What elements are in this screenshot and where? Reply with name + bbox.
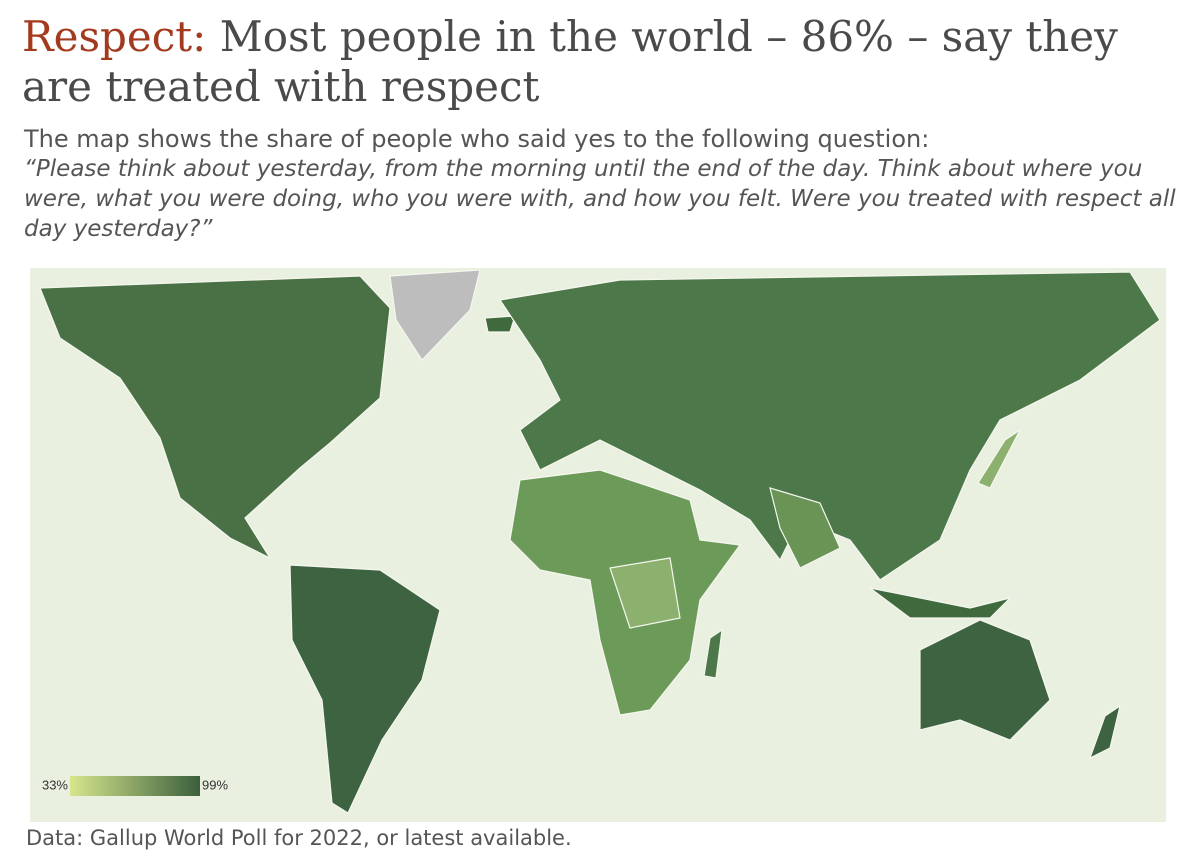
north-america xyxy=(39,275,391,560)
greenland xyxy=(389,269,481,361)
subtitle-text: The map shows the share of people who sa… xyxy=(24,125,930,153)
legend-max-label: 99% xyxy=(202,777,228,792)
new-zealand xyxy=(1088,704,1121,760)
legend-gradient xyxy=(70,776,200,796)
world-map: 33% 99% xyxy=(30,268,1166,822)
legend-min-label: 33% xyxy=(42,777,68,792)
legend: 33% 99% xyxy=(42,776,228,796)
question: “Please think about yesterday, from the … xyxy=(24,156,1176,242)
south-asia xyxy=(769,487,841,569)
australia xyxy=(919,619,1051,741)
japan xyxy=(977,428,1022,489)
source: Data: Gallup World Poll for 2022, or lat… xyxy=(26,826,572,850)
title-text: Most people in the world – 86% – say the… xyxy=(22,12,1118,111)
land xyxy=(39,269,1161,814)
madagascar xyxy=(703,628,723,679)
indonesia xyxy=(869,587,1012,619)
iceland xyxy=(484,315,516,333)
title: Respect: Most people in the world – 86% … xyxy=(22,12,1182,112)
title-highlight: Respect: xyxy=(22,12,207,61)
south-america xyxy=(289,564,441,814)
central-africa xyxy=(609,557,681,629)
subtitle: The map shows the share of people who sa… xyxy=(24,124,1184,244)
